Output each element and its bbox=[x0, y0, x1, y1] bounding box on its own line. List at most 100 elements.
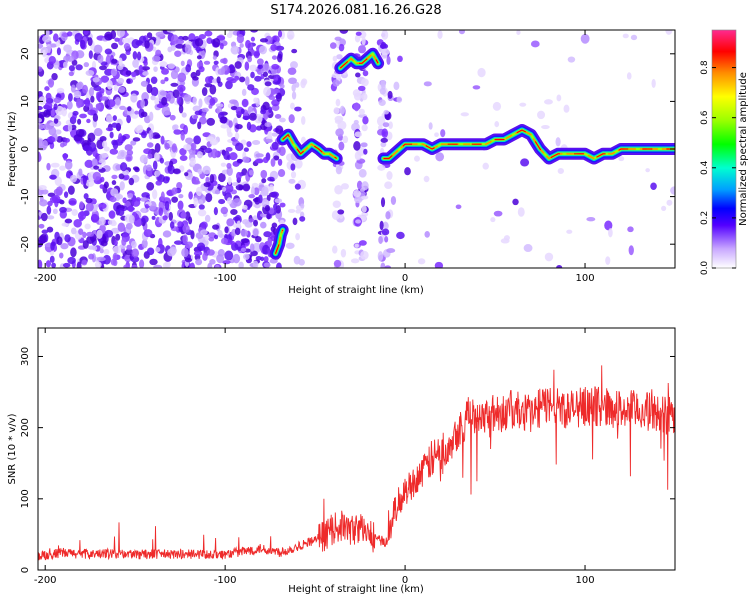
noise-speck bbox=[618, 156, 625, 162]
noise-speck bbox=[435, 152, 445, 162]
noise-speck bbox=[274, 114, 282, 119]
noise-speck bbox=[379, 43, 389, 50]
noise-speck bbox=[73, 218, 82, 228]
noise-speck bbox=[255, 236, 262, 243]
noise-speck bbox=[381, 228, 390, 236]
noise-speck bbox=[236, 158, 244, 163]
noise-speck bbox=[608, 228, 613, 238]
noise-speck bbox=[255, 153, 264, 158]
noise-speck bbox=[141, 215, 149, 224]
noise-speck bbox=[224, 184, 234, 193]
noise-speck bbox=[298, 259, 305, 266]
noise-speck bbox=[225, 146, 233, 152]
noise-speck bbox=[147, 247, 155, 256]
noise-speck bbox=[203, 60, 211, 65]
noise-speck bbox=[220, 237, 229, 245]
noise-speck bbox=[102, 140, 108, 149]
snr-x-label: Height of straight line (km) bbox=[288, 584, 424, 595]
noise-speck bbox=[113, 239, 118, 246]
noise-speck bbox=[250, 36, 255, 42]
noise-speck bbox=[244, 61, 250, 71]
noise-speck bbox=[332, 55, 338, 62]
noise-speck bbox=[160, 191, 165, 202]
noise-speck bbox=[60, 243, 69, 250]
noise-speck bbox=[240, 229, 249, 237]
noise-speck bbox=[46, 162, 51, 171]
noise-speck bbox=[332, 200, 341, 208]
noise-speck bbox=[242, 156, 250, 163]
noise-speck bbox=[117, 64, 124, 71]
noise-speck bbox=[158, 207, 164, 217]
noise-speck bbox=[273, 75, 279, 82]
noise-speck bbox=[110, 68, 118, 77]
noise-speck bbox=[184, 172, 189, 177]
noise-speck bbox=[122, 197, 127, 204]
noise-speck bbox=[220, 124, 229, 129]
track-peak bbox=[383, 129, 675, 160]
noise-speck bbox=[271, 55, 278, 60]
noise-speck bbox=[102, 254, 111, 265]
noise-speck bbox=[259, 213, 268, 218]
noise-speck bbox=[354, 34, 361, 43]
noise-speck bbox=[229, 99, 238, 105]
noise-speck bbox=[520, 158, 530, 167]
noise-speck bbox=[48, 78, 55, 88]
noise-speck bbox=[159, 157, 164, 164]
noise-speck bbox=[238, 185, 244, 191]
noise-speck bbox=[204, 76, 213, 84]
spectrogram-x-ticks: -200 -100 0 100 bbox=[34, 30, 595, 284]
noise-speck bbox=[204, 30, 213, 37]
noise-speck bbox=[118, 57, 123, 67]
noise-speck bbox=[90, 213, 99, 223]
noise-speck bbox=[222, 186, 227, 192]
noise-speck bbox=[83, 193, 89, 200]
noise-speck bbox=[423, 175, 430, 183]
noise-speck bbox=[378, 236, 383, 244]
noise-speck bbox=[517, 207, 525, 217]
noise-speck bbox=[249, 243, 255, 252]
noise-speck bbox=[294, 183, 301, 190]
noise-speck bbox=[185, 64, 192, 73]
noise-speck bbox=[84, 159, 94, 169]
noise-speck bbox=[143, 148, 152, 155]
noise-speck bbox=[153, 66, 158, 72]
noise-speck bbox=[93, 165, 100, 170]
snr-x-tick-label: 100 bbox=[575, 575, 594, 586]
noise-speck bbox=[566, 229, 573, 234]
noise-speck bbox=[126, 115, 132, 124]
noise-speck bbox=[252, 228, 259, 237]
noise-speck bbox=[200, 221, 208, 229]
noise-speck bbox=[243, 147, 249, 152]
noise-speck bbox=[263, 231, 272, 238]
noise-speck bbox=[118, 86, 126, 93]
noise-speck bbox=[113, 84, 118, 92]
noise-speck bbox=[229, 152, 238, 161]
noise-speck bbox=[381, 128, 389, 138]
spectrogram-x-tick-label: 0 bbox=[402, 273, 408, 284]
noise-speck bbox=[41, 229, 48, 234]
colorbar-tick-label: 0.4 bbox=[700, 160, 710, 175]
noise-speck bbox=[70, 84, 76, 93]
noise-speck bbox=[292, 217, 298, 226]
noise-speck bbox=[85, 179, 95, 187]
noise-speck bbox=[199, 116, 207, 125]
noise-speck bbox=[71, 208, 78, 216]
noise-speck bbox=[125, 222, 133, 230]
noise-speck bbox=[390, 195, 397, 205]
noise-speck bbox=[68, 92, 73, 102]
noise-speck bbox=[377, 124, 383, 131]
noise-speck bbox=[289, 61, 298, 69]
noise-speck bbox=[166, 30, 176, 33]
noise-speck bbox=[92, 245, 98, 251]
noise-speck bbox=[123, 264, 130, 268]
noise-speck bbox=[258, 194, 263, 204]
noise-speck bbox=[184, 44, 192, 55]
noise-speck bbox=[232, 216, 241, 222]
noise-speck bbox=[198, 66, 205, 73]
spectrogram-x-tick-label: 100 bbox=[575, 273, 594, 284]
noise-speck bbox=[65, 172, 71, 179]
noise-speck bbox=[51, 72, 58, 81]
noise-speck bbox=[53, 33, 59, 42]
noise-speck bbox=[182, 35, 189, 41]
